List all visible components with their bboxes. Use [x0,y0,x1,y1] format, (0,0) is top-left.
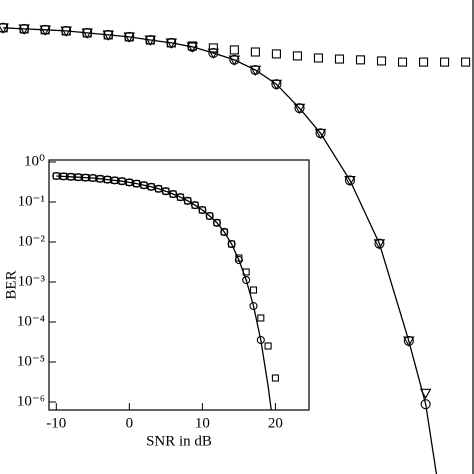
square-marker [292,51,302,61]
inset-background [49,160,309,410]
square-marker [187,41,197,51]
square-marker [271,49,281,59]
triangle-marker [403,336,415,347]
y-tick-label: 10⁻⁶ [17,393,45,409]
square-marker [40,25,50,35]
x-tick-label: -10 [46,415,66,431]
square-marker [67,173,75,181]
square-marker [81,174,90,182]
circle-marker [420,399,431,410]
square-marker [60,172,68,180]
square-marker [82,28,92,38]
x-tick-label: 20 [268,415,283,431]
square-marker [376,56,387,66]
y-axis-label: BER [3,270,19,299]
square-marker [124,32,134,42]
square-marker [19,24,29,34]
square-marker [419,57,429,67]
x-tick-label: 0 [126,415,134,431]
square-marker [89,174,97,182]
square-marker [74,173,82,181]
square-marker [111,176,119,184]
square-marker [250,47,260,57]
square-marker [103,176,111,184]
square-marker [176,193,185,201]
square-marker [184,197,192,205]
square-marker [198,206,206,214]
square-marker [271,374,279,382]
square-marker [235,254,243,262]
square-marker [257,314,265,322]
triangle-marker [228,55,241,66]
square-marker [313,53,324,63]
triangle-marker [249,65,262,76]
square-marker [133,180,141,188]
circle-marker [256,335,265,345]
curve [56,175,272,410]
curve [3,27,438,474]
square-marker [461,57,471,67]
triangle-marker [293,103,306,115]
square-marker [355,55,366,65]
square-marker [61,26,71,36]
triangle-marker [207,48,220,59]
square-marker [140,181,148,189]
y-tick-label: 10⁻⁴ [17,313,45,329]
square-marker [0,23,8,33]
square-marker [162,187,170,195]
square-marker [213,219,221,227]
y-tick-label: 10⁻³ [18,273,46,289]
triangle-marker [314,128,327,140]
square-marker [191,201,199,209]
y-tick-label: 10⁻² [18,233,46,249]
triangle-marker [270,79,283,91]
circle-marker [242,275,251,285]
triangle-marker [419,388,432,400]
triangle-marker [344,175,356,187]
square-marker [118,177,126,185]
triangle-marker [186,42,199,53]
square-marker [155,185,163,193]
inset-axes: SNR in dB BER -10 0 10 20 10⁰ 10⁻¹ 10⁻² 10⁻³ 10⁻… [3,153,282,449]
square-marker [334,54,345,64]
triangle-marker [373,239,386,250]
square-marker [220,228,228,236]
square-marker [166,38,176,48]
square-marker [169,190,177,198]
inset-plot [52,171,279,410]
main-plot [0,22,471,474]
square-marker [145,35,155,45]
square-marker [249,286,258,294]
square-marker [264,342,272,350]
y-tick-label: 10⁻¹ [18,193,45,209]
square-marker [52,172,60,180]
square-marker [103,30,113,40]
square-marker [208,43,218,53]
square-marker [206,212,214,220]
square-marker [147,183,155,191]
square-marker [229,45,239,55]
y-tick-label: 10⁰ [24,153,45,169]
square-marker [242,268,250,276]
inset-frame [48,159,310,411]
square-marker [125,178,133,186]
square-marker [397,57,408,67]
circle-marker [249,301,258,311]
x-axis-label: SNR in dB [146,433,212,449]
square-marker [228,240,236,248]
x-tick-label: 10 [195,415,210,431]
square-marker [96,175,104,183]
y-tick-label: 10⁻⁵ [17,353,45,369]
square-marker [440,57,450,67]
